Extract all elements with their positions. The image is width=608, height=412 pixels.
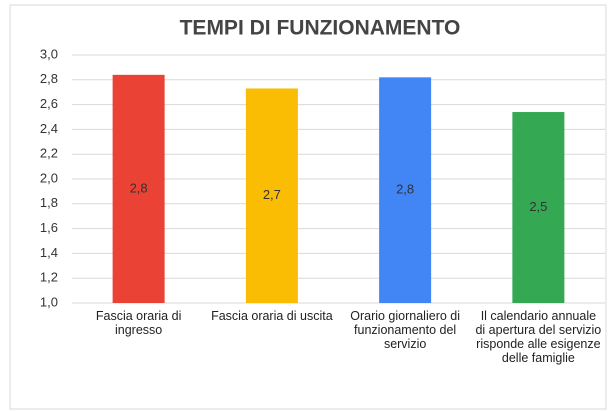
bar — [379, 77, 432, 303]
chart-title: TEMPI DI FUNZIONAMENTO — [180, 17, 461, 40]
y-tick-label: 2,8 — [40, 71, 58, 86]
x-tick-label: Orario giornaliero di funzionamento del … — [350, 309, 461, 351]
y-tick-label: 1,8 — [40, 195, 58, 210]
y-tick-label: 3,0 — [40, 46, 58, 61]
bar — [245, 88, 298, 303]
bar — [112, 74, 165, 303]
y-tick-label: 2,2 — [40, 146, 58, 161]
value-label: 2,7 — [263, 187, 281, 202]
y-tick-label: 2,4 — [40, 121, 58, 136]
x-tick-label: Fascia oraria di ingresso — [95, 309, 182, 337]
y-tick-label: 2,0 — [40, 170, 58, 185]
x-tick-label: Il calendario annuale di apertura del se… — [475, 309, 602, 365]
y-tick-label: 1,2 — [40, 270, 58, 285]
y-tick-label: 1,0 — [40, 294, 58, 309]
chart-frame — [9, 4, 607, 410]
x-tick-label: Fascia oraria di uscita — [211, 309, 333, 323]
value-label: 2,8 — [130, 180, 148, 195]
y-tick-label: 1,4 — [40, 245, 58, 260]
bar — [512, 112, 565, 303]
y-tick-label: 2,6 — [40, 96, 58, 111]
y-tick-label: 1,6 — [40, 220, 58, 235]
value-label: 2,5 — [529, 199, 547, 214]
value-label: 2,8 — [396, 182, 414, 197]
